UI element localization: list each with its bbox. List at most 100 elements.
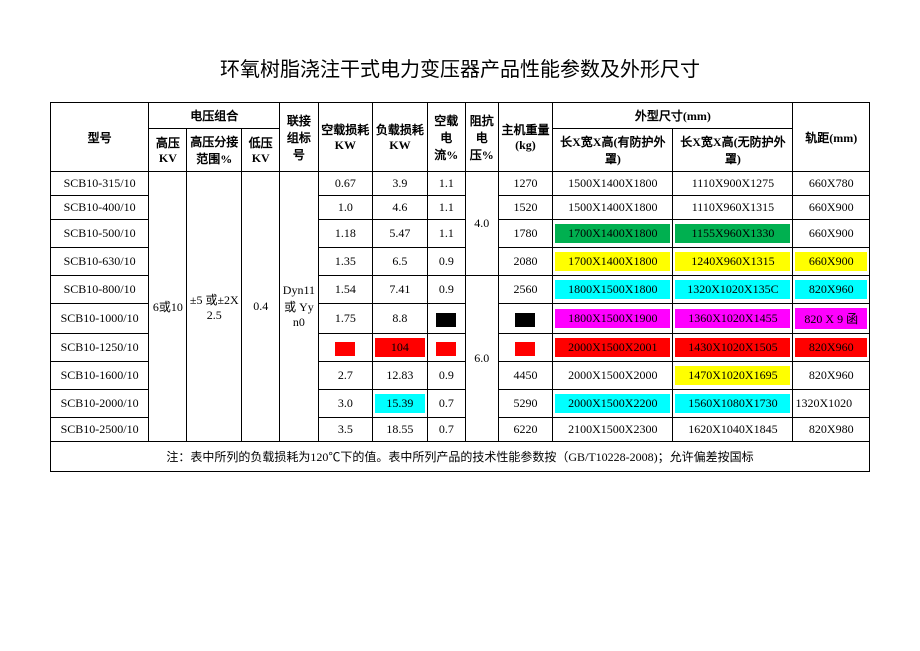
th-noload-loss: 空载损耗KW: [318, 103, 373, 172]
page-title: 环氧树脂浇注干式电力变压器产品性能参数及外形尺寸: [50, 53, 870, 82]
th-track: 轨距(mm): [793, 103, 870, 172]
cell-noload-cur: 1.1: [427, 220, 465, 248]
cell-load-loss: 4.6: [373, 196, 428, 220]
cell-dim-nocover: 1620X1040X1845: [673, 418, 793, 442]
cell-dim-cover: 1800X1500X1800: [553, 276, 673, 304]
th-dim-nocover: 长X宽X高(无防护外罩): [673, 129, 793, 172]
cell-weight: 4450: [498, 362, 553, 390]
cell-load-loss: 104: [373, 334, 428, 362]
th-model: 型号: [51, 103, 149, 172]
cell-track: 820 X 9 函: [793, 304, 870, 334]
cell-noload-loss: 0.67: [318, 172, 373, 196]
cell-weight: 5290: [498, 390, 553, 418]
th-load-loss: 负载损耗KW: [373, 103, 428, 172]
cell-load-loss: 15.39: [373, 390, 428, 418]
cell-load-loss: 18.55: [373, 418, 428, 442]
th-conn: 联接组标号: [280, 103, 318, 172]
cell-model: SCB10-2000/10: [51, 390, 149, 418]
th-dim-cover: 长X宽X高(有防护外罩): [553, 129, 673, 172]
cell-dim-cover: 1700X1400X1800: [553, 220, 673, 248]
th-noload-cur: 空载电流%: [427, 103, 465, 172]
cell-model: SCB10-500/10: [51, 220, 149, 248]
th-dim-group: 外型尺寸(mm): [553, 103, 793, 129]
th-hv: 高压KV: [149, 129, 187, 172]
cell-dim-nocover: 1320X1020X135C: [673, 276, 793, 304]
cell-noload-cur: 0.9: [427, 248, 465, 276]
cell-noload-cur: 1.1: [427, 172, 465, 196]
cell-noload-loss: [318, 334, 373, 362]
cell-dim-cover: 1700X1400X1800: [553, 248, 673, 276]
cell-dim-cover: 2100X1500X2300: [553, 418, 673, 442]
cell-weight: 1520: [498, 196, 553, 220]
cell-noload-loss: 1.54: [318, 276, 373, 304]
cell-dim-cover: 1500X1400X1800: [553, 196, 673, 220]
cell-hv: 6或10: [149, 172, 187, 442]
cell-dim-cover: 2000X1500X2200: [553, 390, 673, 418]
cell-track: 660X900: [793, 220, 870, 248]
cell-weight: [498, 304, 553, 334]
cell-weight: 2080: [498, 248, 553, 276]
cell-imp: 6.0: [465, 276, 498, 442]
cell-imp: 4.0: [465, 172, 498, 276]
th-imp: 阻抗电压%: [465, 103, 498, 172]
cell-dim-nocover: 1430X1020X1505: [673, 334, 793, 362]
cell-dim-nocover: 1110X900X1275: [673, 172, 793, 196]
cell-dim-cover: 1800X1500X1900: [553, 304, 673, 334]
cell-noload-loss: 3.0: [318, 390, 373, 418]
cell-noload-loss: 3.5: [318, 418, 373, 442]
cell-lv: 0.4: [242, 172, 280, 442]
th-tap: 高压分接范围%: [187, 129, 242, 172]
cell-dim-cover: 2000X1500X2000: [553, 362, 673, 390]
cell-track: 660X780: [793, 172, 870, 196]
th-lv: 低压KV: [242, 129, 280, 172]
cell-tap: ±5 或±2X2.5: [187, 172, 242, 442]
cell-noload-cur: 0.7: [427, 390, 465, 418]
cell-noload-cur: 0.9: [427, 362, 465, 390]
th-weight: 主机重量(kg): [498, 103, 553, 172]
cell-model: SCB10-800/10: [51, 276, 149, 304]
cell-track: 820X960: [793, 362, 870, 390]
cell-track: 820X960: [793, 334, 870, 362]
cell-model: SCB10-400/10: [51, 196, 149, 220]
th-voltage-combo: 电压组合: [149, 103, 280, 129]
cell-noload-cur: [427, 334, 465, 362]
table-note: 注：表中所列的负载损耗为120℃下的值。表中所列产品的技术性能参数按（GB/T1…: [51, 442, 870, 472]
cell-weight: 1270: [498, 172, 553, 196]
cell-noload-loss: 1.35: [318, 248, 373, 276]
cell-model: SCB10-2500/10: [51, 418, 149, 442]
cell-load-loss: 7.41: [373, 276, 428, 304]
cell-dim-nocover: 1240X960X1315: [673, 248, 793, 276]
cell-noload-loss: 2.7: [318, 362, 373, 390]
cell-dim-nocover: 1155X960X1330: [673, 220, 793, 248]
cell-conn: Dyn11 或 Yyn0: [280, 172, 318, 442]
cell-dim-nocover: 1360X1020X1455: [673, 304, 793, 334]
spec-table: 型号 电压组合 联接组标号 空载损耗KW 负载损耗KW 空载电流% 阻抗电压% …: [50, 102, 870, 472]
cell-noload-loss: 1.0: [318, 196, 373, 220]
cell-dim-nocover: 1470X1020X1695: [673, 362, 793, 390]
cell-model: SCB10-1600/10: [51, 362, 149, 390]
cell-model: SCB10-630/10: [51, 248, 149, 276]
cell-noload-loss: 1.75: [318, 304, 373, 334]
cell-noload-cur: 0.9: [427, 276, 465, 304]
cell-weight: 2560: [498, 276, 553, 304]
cell-model: SCB10-315/10: [51, 172, 149, 196]
cell-dim-cover: 1500X1400X1800: [553, 172, 673, 196]
cell-noload-cur: 0.7: [427, 418, 465, 442]
cell-noload-cur: [427, 304, 465, 334]
cell-dim-cover: 2000X1500X2001: [553, 334, 673, 362]
cell-load-loss: 8.8: [373, 304, 428, 334]
cell-weight: [498, 334, 553, 362]
cell-weight: 1780: [498, 220, 553, 248]
cell-track: 820X960: [793, 276, 870, 304]
cell-track: 660X900: [793, 196, 870, 220]
cell-model: SCB10-1250/10: [51, 334, 149, 362]
cell-dim-nocover: 1110X960X1315: [673, 196, 793, 220]
cell-noload-cur: 1.1: [427, 196, 465, 220]
cell-weight: 6220: [498, 418, 553, 442]
cell-load-loss: 6.5: [373, 248, 428, 276]
cell-load-loss: 3.9: [373, 172, 428, 196]
cell-dim-nocover: 1560X1080X1730: [673, 390, 793, 418]
cell-load-loss: 12.83: [373, 362, 428, 390]
table-row: SCB10-315/106或10±5 或±2X2.50.4Dyn11 或 Yyn…: [51, 172, 870, 196]
cell-model: SCB10-1000/10: [51, 304, 149, 334]
